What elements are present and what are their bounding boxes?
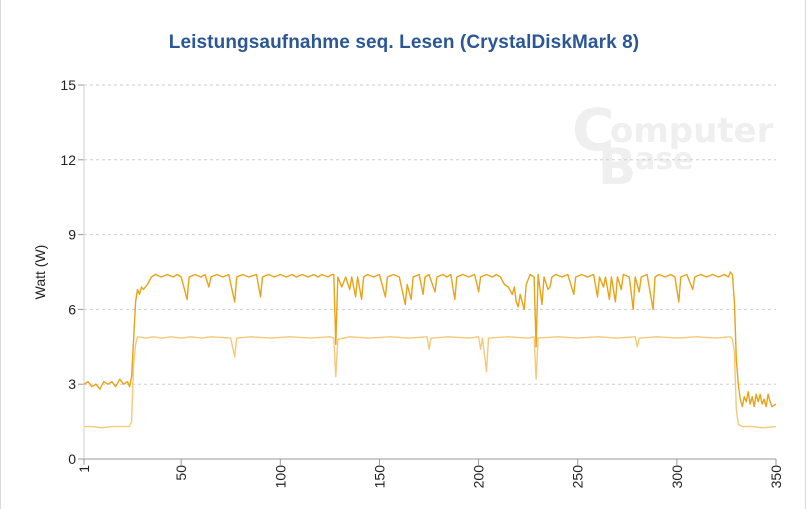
series-line [83,271,777,408]
series-group [83,271,777,429]
y-tick-label: 12 [60,152,76,168]
watermark: C omputer B ase [572,96,774,196]
x-tick-label: 50 [173,465,189,481]
y-tick-label: 6 [68,301,76,317]
svg-text:C: C [572,96,615,164]
svg-text:B: B [598,138,636,196]
y-tick-label: 15 [60,77,76,93]
x-tick-label: 1 [76,465,92,473]
x-tick-label: 100 [272,465,288,489]
y-axis-label: Watt (W) [32,245,48,300]
x-tick-label: 250 [570,465,586,489]
series-line [84,336,777,429]
chart-title: Leistungsaufnahme seq. Lesen (CrystalDis… [168,32,640,53]
y-tick-label: 3 [68,376,76,392]
y-tick-label: 9 [68,227,76,243]
y-tick-label: 0 [68,451,76,467]
y-axis-ticks: 0 3 6 9 12 15 [60,77,84,467]
grid-lines [84,84,776,385]
x-tick-label: 350 [768,465,784,489]
x-tick-label: 150 [371,465,387,489]
x-tick-label: 300 [669,465,685,489]
x-axis-ticks: 1 50 100 150 200 250 300 350 [76,459,784,488]
svg-text:omputer: omputer [610,111,774,151]
x-tick-label: 200 [471,465,487,489]
